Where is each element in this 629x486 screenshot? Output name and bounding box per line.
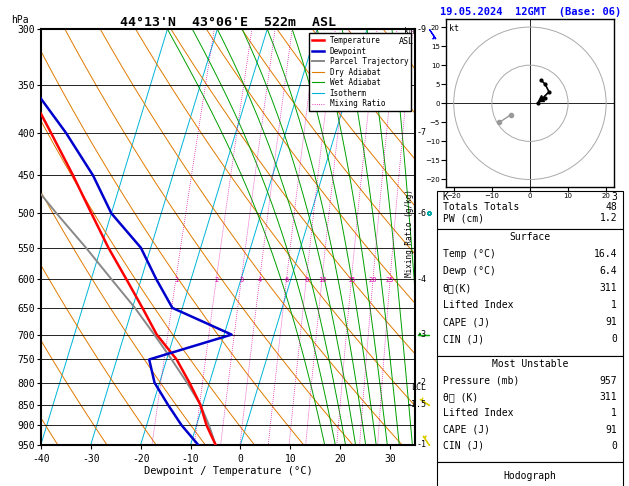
Text: 91: 91 [605,425,617,434]
Text: -2: -2 [416,378,426,387]
Text: 2: 2 [214,277,218,283]
Text: Lifted Index: Lifted Index [443,408,513,418]
Text: 3: 3 [611,191,617,202]
Text: θᴇ (K): θᴇ (K) [443,392,478,402]
Title: 44°13'N  43°06'E  522m  ASL: 44°13'N 43°06'E 522m ASL [120,16,336,29]
Text: Totals Totals: Totals Totals [443,202,519,212]
Text: CAPE (J): CAPE (J) [443,317,490,327]
Text: 4: 4 [257,277,262,283]
Text: 1: 1 [611,408,617,418]
Text: 91: 91 [605,317,617,327]
Text: Surface: Surface [509,232,550,243]
FancyBboxPatch shape [437,191,623,229]
Text: CAPE (J): CAPE (J) [443,425,490,434]
Text: LCL: LCL [411,382,426,392]
Text: 957: 957 [599,376,617,386]
Text: 0: 0 [611,334,617,344]
Text: Dewp (°C): Dewp (°C) [443,266,496,277]
Text: -1: -1 [416,440,426,449]
Text: Most Unstable: Most Unstable [492,359,568,369]
Text: 19.05.2024  12GMT  (Base: 06): 19.05.2024 12GMT (Base: 06) [440,7,621,17]
Text: 0: 0 [611,441,617,451]
Text: 3: 3 [239,277,243,283]
Text: Lifted Index: Lifted Index [443,300,513,310]
Text: Hodograph: Hodograph [503,471,557,481]
FancyBboxPatch shape [437,462,623,486]
Legend: Temperature, Dewpoint, Parcel Trajectory, Dry Adiabat, Wet Adiabat, Isotherm, Mi: Temperature, Dewpoint, Parcel Trajectory… [309,33,411,111]
Text: 6.4: 6.4 [599,266,617,277]
Text: Mixing Ratio (g/kg): Mixing Ratio (g/kg) [405,190,414,277]
Text: -6: -6 [416,209,426,218]
Text: -4: -4 [416,275,426,283]
Text: Temp (°C): Temp (°C) [443,249,496,260]
Text: kt: kt [450,24,459,34]
Text: K: K [443,191,448,202]
Text: 1.2: 1.2 [599,213,617,223]
Text: 8: 8 [304,277,308,283]
Text: CIN (J): CIN (J) [443,441,484,451]
Text: 15: 15 [347,277,355,283]
Text: km
ASL: km ASL [399,27,414,46]
Text: -9: -9 [416,25,426,34]
Text: 16.4: 16.4 [594,249,617,260]
Text: 6: 6 [284,277,289,283]
Text: 311: 311 [599,283,617,294]
Text: -1.5: -1.5 [406,400,426,409]
Text: hPa: hPa [11,15,28,25]
Text: -7: -7 [416,128,426,138]
Text: 48: 48 [605,202,617,212]
Text: PW (cm): PW (cm) [443,213,484,223]
Text: Pressure (mb): Pressure (mb) [443,376,519,386]
Text: 20: 20 [369,277,377,283]
FancyBboxPatch shape [437,356,623,462]
Text: 1: 1 [611,300,617,310]
Text: 25: 25 [386,277,394,283]
Text: CIN (J): CIN (J) [443,334,484,344]
Text: θᴇ(K): θᴇ(K) [443,283,472,294]
Text: -3: -3 [416,330,426,339]
FancyBboxPatch shape [437,229,623,356]
X-axis label: Dewpoint / Temperature (°C): Dewpoint / Temperature (°C) [143,467,313,476]
Text: 10: 10 [318,277,326,283]
Text: 1: 1 [174,277,178,283]
Text: 311: 311 [599,392,617,402]
